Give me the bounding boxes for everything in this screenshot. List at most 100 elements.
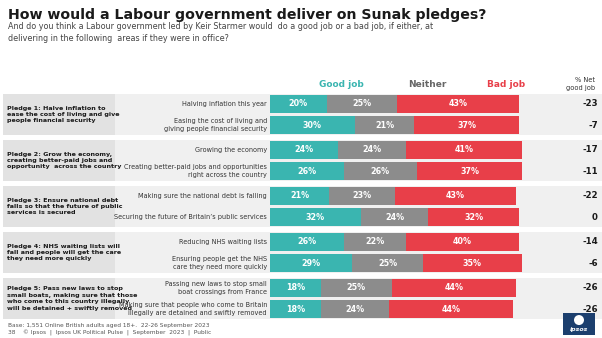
- Text: 44%: 44%: [442, 305, 461, 314]
- Text: ipsos: ipsos: [570, 327, 588, 332]
- Bar: [397, 95, 519, 113]
- Text: 21%: 21%: [290, 192, 309, 200]
- Text: -26: -26: [582, 305, 598, 314]
- Bar: [3, 232, 115, 273]
- Circle shape: [574, 315, 584, 325]
- Text: Creating better-paid jobs and opportunities
right across the country: Creating better-paid jobs and opportunit…: [124, 164, 267, 178]
- Text: -6: -6: [588, 259, 598, 267]
- Text: 24%: 24%: [346, 305, 364, 314]
- Bar: [3, 278, 115, 319]
- Bar: [355, 116, 414, 134]
- Text: 26%: 26%: [297, 238, 317, 246]
- Text: 18%: 18%: [286, 305, 305, 314]
- Text: 0: 0: [592, 213, 598, 221]
- Text: -17: -17: [582, 145, 598, 154]
- Text: Making sure that people who come to Britain
illegally are detained and swiftly r: Making sure that people who come to Brit…: [119, 303, 267, 316]
- Bar: [270, 233, 344, 251]
- Bar: [115, 232, 602, 273]
- Bar: [429, 208, 519, 226]
- Bar: [270, 187, 329, 205]
- Bar: [3, 94, 115, 135]
- Text: 44%: 44%: [444, 284, 464, 292]
- Text: -7: -7: [588, 121, 598, 129]
- Text: How would a Labour government deliver on Sunak pledges?: How would a Labour government deliver on…: [8, 8, 486, 22]
- Text: Growing the economy: Growing the economy: [195, 147, 267, 153]
- Text: 37%: 37%: [460, 167, 479, 175]
- Text: Ensuring people get the NHS
care they need more quickly: Ensuring people get the NHS care they ne…: [172, 257, 267, 270]
- Text: And do you think a Labour government led by Keir Starmer would  do a good job or: And do you think a Labour government led…: [8, 22, 433, 43]
- Text: 25%: 25%: [347, 284, 366, 292]
- Text: Good job: Good job: [319, 80, 364, 89]
- Bar: [321, 279, 392, 297]
- Text: 24%: 24%: [362, 145, 382, 154]
- Text: 26%: 26%: [371, 167, 390, 175]
- Bar: [563, 313, 595, 335]
- Bar: [327, 95, 397, 113]
- Text: 25%: 25%: [378, 259, 397, 267]
- Text: 22%: 22%: [365, 238, 384, 246]
- Bar: [270, 300, 321, 318]
- Bar: [344, 162, 417, 180]
- Bar: [406, 233, 519, 251]
- Text: 21%: 21%: [375, 121, 394, 129]
- Text: 43%: 43%: [446, 192, 465, 200]
- Bar: [115, 186, 602, 227]
- Bar: [270, 141, 338, 159]
- Bar: [361, 208, 429, 226]
- Bar: [344, 233, 406, 251]
- Text: 29%: 29%: [302, 259, 321, 267]
- Bar: [392, 279, 516, 297]
- Text: Making sure the national debt is falling: Making sure the national debt is falling: [138, 193, 267, 199]
- Text: Pledge 3: Ensure national debt
falls so that the future of public
services is se: Pledge 3: Ensure national debt falls so …: [7, 198, 122, 215]
- Bar: [115, 140, 602, 181]
- Bar: [270, 116, 355, 134]
- Bar: [406, 141, 522, 159]
- Text: Reducing NHS waiting lists: Reducing NHS waiting lists: [179, 239, 267, 245]
- Text: Base: 1,551 Online British adults aged 18+.  22-26 September 2023: Base: 1,551 Online British adults aged 1…: [8, 323, 209, 328]
- Text: Bad job: Bad job: [488, 80, 526, 89]
- Text: 32%: 32%: [464, 213, 483, 221]
- Text: 25%: 25%: [352, 99, 371, 108]
- Text: Pledge 5: Pass new laws to stop
small boats, making sure that those
who come to : Pledge 5: Pass new laws to stop small bo…: [7, 286, 137, 311]
- Text: 35%: 35%: [463, 259, 482, 267]
- Text: 43%: 43%: [448, 99, 468, 108]
- Text: Passing new laws to stop small
boat crossings from France: Passing new laws to stop small boat cros…: [166, 281, 267, 295]
- Text: 40%: 40%: [453, 238, 472, 246]
- Text: -11: -11: [582, 167, 598, 175]
- Bar: [270, 208, 361, 226]
- Bar: [115, 94, 602, 135]
- Text: 32%: 32%: [306, 213, 325, 221]
- Text: Securing the future of Britain’s public services: Securing the future of Britain’s public …: [114, 214, 267, 220]
- Bar: [3, 186, 115, 227]
- Text: 30%: 30%: [303, 121, 322, 129]
- Bar: [115, 278, 602, 319]
- Bar: [270, 279, 321, 297]
- Bar: [389, 300, 514, 318]
- Text: Neither: Neither: [408, 80, 446, 89]
- Bar: [3, 140, 115, 181]
- Text: 23%: 23%: [352, 192, 371, 200]
- Bar: [417, 162, 522, 180]
- Text: Easing the cost of living and
giving people financial security: Easing the cost of living and giving peo…: [164, 118, 267, 131]
- Text: 18%: 18%: [286, 284, 305, 292]
- Text: Pledge 1: Halve inflation to
ease the cost of living and give
people financial s: Pledge 1: Halve inflation to ease the co…: [7, 105, 120, 123]
- Text: Halving inflation this year: Halving inflation this year: [182, 101, 267, 107]
- Text: 20%: 20%: [289, 99, 308, 108]
- Bar: [394, 187, 516, 205]
- Text: Pledge 2: Grow the economy,
creating better-paid jobs and
opportunity  across th: Pledge 2: Grow the economy, creating bet…: [7, 152, 122, 169]
- Bar: [270, 162, 344, 180]
- Text: Pledge 4: NHS waiting lists will
fall and people will get the care
they need mor: Pledge 4: NHS waiting lists will fall an…: [7, 244, 121, 261]
- Text: -26: -26: [582, 284, 598, 292]
- Text: -23: -23: [582, 99, 598, 108]
- Text: 24%: 24%: [385, 213, 404, 221]
- Text: -22: -22: [582, 192, 598, 200]
- Text: 26%: 26%: [297, 167, 317, 175]
- Bar: [352, 254, 423, 272]
- Bar: [414, 116, 519, 134]
- Bar: [338, 141, 406, 159]
- Bar: [270, 95, 327, 113]
- Bar: [270, 254, 352, 272]
- Bar: [329, 187, 394, 205]
- Text: % Net
good job: % Net good job: [566, 77, 595, 91]
- Text: 37%: 37%: [457, 121, 476, 129]
